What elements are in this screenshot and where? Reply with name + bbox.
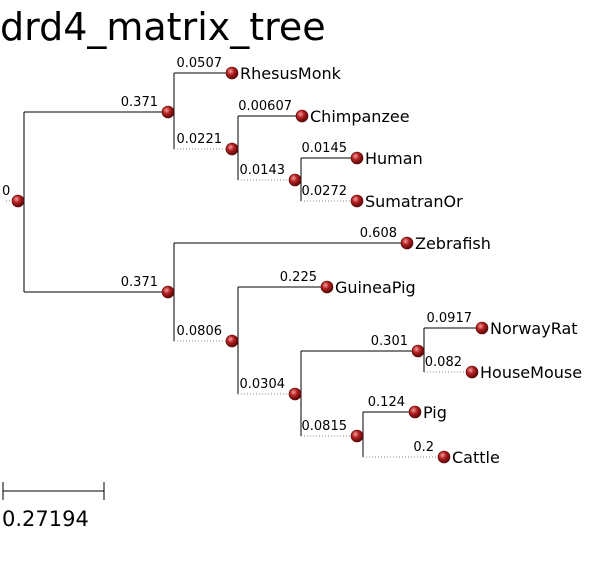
branch-length: 0.0507: [177, 56, 223, 71]
internal-node-16: [350, 429, 364, 443]
leaf-label-human: Human: [365, 149, 423, 168]
tree-layer: 0 0.371 0.0507 RhesusMonk 0.0221 0.00607 Chimp…: [2, 56, 582, 467]
root-branch-length: 0: [2, 184, 10, 199]
branch-length: 0.124: [368, 395, 405, 410]
leaf-node-human: [350, 151, 364, 165]
leaf-node-guineapig: [320, 280, 334, 294]
branch-length: 0.225: [280, 270, 317, 285]
leaf-node-cattle: [437, 450, 451, 464]
leaf-node-sumatranor: [350, 194, 364, 208]
leaf-label-chimpanzee: Chimpanzee: [310, 107, 410, 126]
leaf-label-pig: Pig: [423, 403, 447, 422]
branch-length: 0.608: [360, 226, 397, 241]
internal-node-13: [411, 344, 425, 358]
branch-length: 0.0272: [302, 184, 348, 199]
leaf-label-zebrafish: Zebrafish: [415, 234, 491, 253]
internal-node-12: [288, 387, 302, 401]
internal-node-1: [161, 105, 175, 119]
branch-length: 0.371: [121, 275, 158, 290]
leaf-node-chimpanzee: [295, 109, 309, 123]
branch-length: 0.0304: [240, 377, 286, 392]
branch-length: 0.2: [413, 440, 434, 455]
branch-length: 0.0145: [302, 141, 348, 156]
internal-node-0: [11, 194, 25, 208]
branch-length: 0.0917: [427, 311, 473, 326]
branch-length: 0.371: [121, 95, 158, 110]
branch-length: 0.0143: [240, 163, 286, 178]
leaf-node-housemouse: [465, 365, 479, 379]
scale-bar-label: 0.27194: [2, 507, 89, 531]
leaf-label-guineapig: GuineaPig: [335, 278, 416, 297]
leaf-node-norwayrat: [475, 321, 489, 335]
leaf-label-rhesusmonk: RhesusMonk: [240, 64, 342, 83]
branch-length: 0.0806: [177, 324, 223, 339]
branch-length: 0.00607: [238, 99, 292, 114]
tree-title: drd4_matrix_tree: [0, 5, 326, 49]
leaf-label-housemouse: HouseMouse: [480, 363, 582, 382]
leaf-label-cattle: Cattle: [452, 448, 500, 467]
leaf-label-sumatranor: SumatranOr: [365, 192, 463, 211]
branch-length: 0.082: [425, 355, 462, 370]
leaf-label-norwayrat: NorwayRat: [490, 319, 578, 338]
branch-length: 0.301: [371, 334, 408, 349]
scale-bar: 0.27194: [2, 482, 105, 531]
leaf-node-rhesusmonk: [225, 66, 239, 80]
branch-length: 0.0221: [177, 132, 223, 147]
internal-node-8: [161, 285, 175, 299]
internal-node-10: [225, 334, 239, 348]
internal-node-5: [288, 173, 302, 187]
internal-node-3: [225, 142, 239, 156]
leaf-node-pig: [408, 405, 422, 419]
branch-length: 0.0815: [302, 419, 348, 434]
leaf-node-zebrafish: [400, 236, 414, 250]
